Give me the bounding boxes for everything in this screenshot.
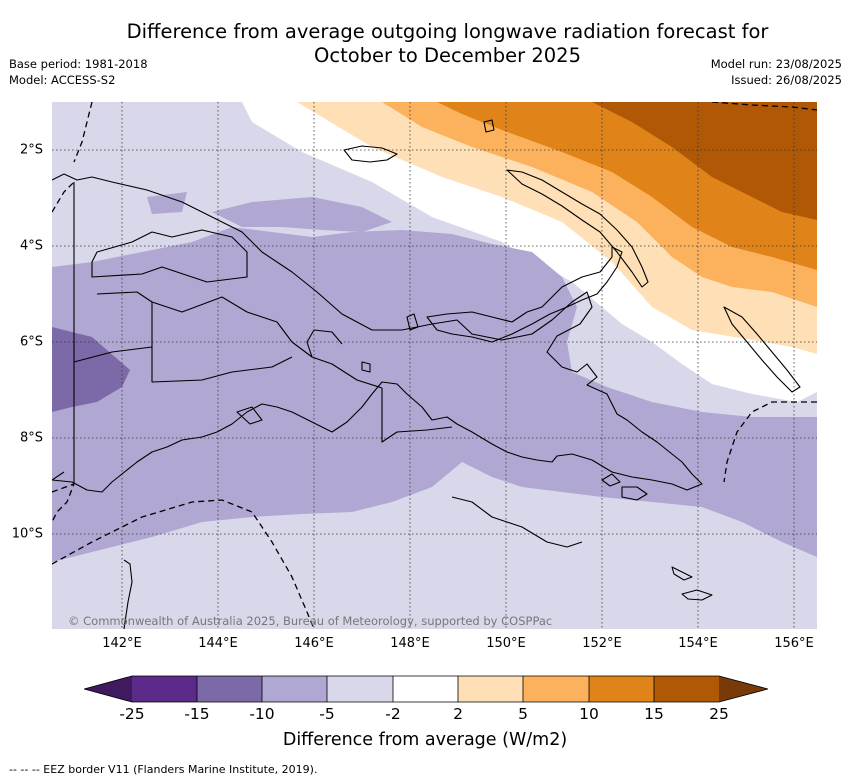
colorbar-swatch-4 bbox=[327, 676, 393, 702]
colorbar-arrow-high bbox=[719, 676, 768, 702]
lat-label-10s: 10°S bbox=[11, 526, 43, 542]
colorbar-tick-label: 5 bbox=[518, 705, 528, 723]
model-run: Model run: 23/08/2025 bbox=[710, 57, 842, 71]
colorbar-tick-label: 2 bbox=[453, 705, 463, 723]
lat-label-4s: 4°S bbox=[19, 238, 43, 254]
base-period: Base period: 1981-2018 bbox=[9, 57, 148, 71]
gridlines bbox=[52, 102, 817, 629]
colorbar-tick-label: -10 bbox=[249, 705, 275, 723]
map-svg: © Commonwealth of Australia 2025, Bureau… bbox=[52, 102, 817, 629]
band-neg10-neg5-north bbox=[212, 197, 392, 232]
lon-label-150e: 150°E bbox=[486, 636, 526, 651]
lon-label-154e: 154°E bbox=[678, 636, 718, 651]
meta-right: Model run: 23/08/2025 Issued: 26/08/2025 bbox=[711, 56, 842, 88]
colorbar-swatch-6 bbox=[458, 676, 523, 702]
lat-label-6s: 6°S bbox=[19, 334, 43, 350]
band-neg10-neg5-south bbox=[52, 227, 817, 562]
colorbar-swatch-1 bbox=[132, 676, 197, 702]
lon-label-152e: 152°E bbox=[582, 636, 622, 651]
map-title: Difference from average outgoing longwav… bbox=[60, 20, 835, 68]
lat-label-2s: 2°S bbox=[19, 142, 43, 158]
colorbar-tick-label: 25 bbox=[709, 705, 729, 723]
band-15-25 bbox=[592, 102, 817, 220]
colorbar-swatch-2 bbox=[197, 676, 262, 702]
map-panel: © Commonwealth of Australia 2025, Bureau… bbox=[52, 102, 817, 629]
coastlines bbox=[52, 119, 801, 629]
colorbar-title: Difference from average (W/m2) bbox=[282, 730, 568, 750]
colorbar-tick-label: -5 bbox=[319, 705, 335, 723]
lon-label-156e: 156°E bbox=[774, 636, 814, 651]
colorbar bbox=[84, 675, 768, 703]
colorbar-arrow-low bbox=[84, 676, 132, 702]
lon-label-148e: 148°E bbox=[390, 636, 430, 651]
copyright-text: © Commonwealth of Australia 2025, Bureau… bbox=[68, 614, 552, 628]
colorbar-tick-label: -2 bbox=[385, 705, 401, 723]
colorbar-swatch-9 bbox=[654, 676, 719, 702]
meta-left: Base period: 1981-2018 Model: ACCESS-S2 bbox=[9, 56, 148, 88]
colorbar-swatch-5 bbox=[393, 676, 458, 702]
colorbar-tick-label: 15 bbox=[644, 705, 664, 723]
lon-label-146e: 146°E bbox=[294, 636, 334, 651]
eez-footnote: -- -- -- EEZ border V11 (Flanders Marine… bbox=[9, 763, 318, 776]
colorbar-tick-label: -15 bbox=[184, 705, 210, 723]
lon-label-144e: 144°E bbox=[198, 636, 238, 651]
lon-label-142e: 142°E bbox=[102, 636, 142, 651]
colorbar-tick-label: -25 bbox=[119, 705, 145, 723]
band-neg15-neg10 bbox=[52, 327, 130, 412]
model-name: Model: ACCESS-S2 bbox=[9, 73, 116, 87]
colorbar-swatch-3 bbox=[262, 676, 327, 702]
colorbar-swatch-8 bbox=[589, 676, 654, 702]
title-line-1: Difference from average outgoing longwav… bbox=[126, 20, 769, 43]
lat-label-8s: 8°S bbox=[19, 430, 43, 446]
title-line-2: October to December 2025 bbox=[314, 44, 581, 67]
eez-borders bbox=[52, 102, 817, 629]
band-neg10-neg5-patch bbox=[147, 192, 187, 214]
issued-date: Issued: 26/08/2025 bbox=[731, 73, 842, 87]
colorbar-tick-label: 10 bbox=[579, 705, 599, 723]
colorbar-swatch-7 bbox=[523, 676, 589, 702]
